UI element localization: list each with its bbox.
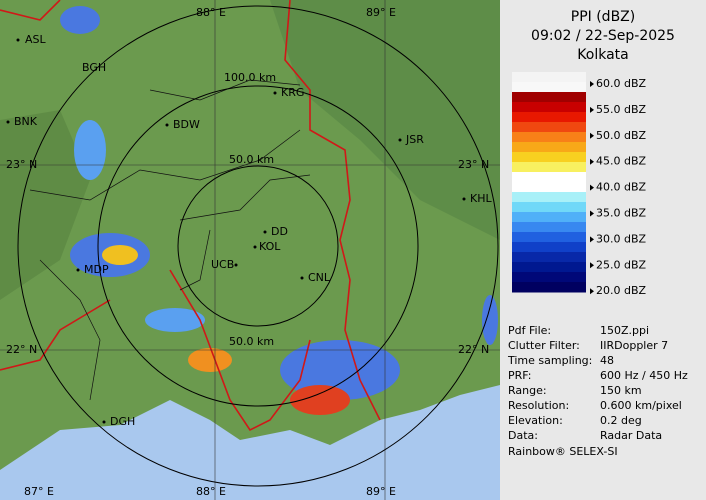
sea <box>0 385 500 500</box>
datetime: 09:02 / 22-Sep-2025 <box>531 28 675 44</box>
place-label: BDW <box>173 118 200 131</box>
legend-label: 35.0 dBZ <box>596 207 647 220</box>
color-step <box>512 142 586 153</box>
info-key: Time sampling: <box>507 354 592 367</box>
color-step <box>512 82 586 93</box>
color-step <box>512 202 586 213</box>
color-step <box>512 182 586 193</box>
info-key: Data: <box>508 429 538 442</box>
place-label: KHL <box>470 192 492 205</box>
range-rings <box>17 5 499 487</box>
place-label: JSR <box>405 133 424 146</box>
legend-pointer <box>590 262 594 269</box>
color-step <box>512 102 586 113</box>
grid-label: 88° E <box>196 6 226 19</box>
range-label: 100.0 km <box>224 71 276 84</box>
grid <box>0 0 500 500</box>
place-label: DGH <box>110 415 135 428</box>
grid-label: 22° N <box>6 343 37 356</box>
info-value: 48 <box>600 354 614 367</box>
legend-label: 40.0 dBZ <box>596 181 647 194</box>
info-value: 150Z.ppi <box>600 324 649 337</box>
info-key: Pdf File: <box>508 324 551 337</box>
legend-label: 55.0 dBZ <box>596 103 647 116</box>
info-value: 0.600 km/pixel <box>600 399 682 412</box>
legend-pointer <box>590 288 594 295</box>
info-value: IIRDoppler 7 <box>600 339 668 352</box>
district-lines <box>29 79 311 401</box>
color-step <box>512 242 586 253</box>
legend-label: 20.0 dBZ <box>596 284 647 297</box>
color-step <box>512 122 586 133</box>
color-step <box>512 72 586 83</box>
borders <box>0 0 381 432</box>
legend-pointer <box>590 158 594 165</box>
color-bar <box>512 72 586 293</box>
legend-label: 50.0 dBZ <box>596 129 647 142</box>
info-value: 600 Hz / 450 Hz <box>600 369 688 382</box>
color-step <box>512 162 586 173</box>
color-step <box>512 212 586 223</box>
place-label: UCB <box>211 258 234 271</box>
place-dots <box>6 38 466 424</box>
footer: Rainbow® SELEX-SI <box>508 445 618 458</box>
info-key: PRF: <box>508 369 531 382</box>
grid-label: 23° N <box>458 158 489 171</box>
grid-label: 87° E <box>24 485 54 498</box>
legend-pointer <box>590 236 594 243</box>
place-label: BNK <box>14 115 38 128</box>
legend-label: 25.0 dBZ <box>596 258 647 271</box>
color-step <box>512 272 586 283</box>
color-step <box>512 222 586 233</box>
color-step <box>512 282 586 293</box>
place-label: KOL <box>259 240 281 253</box>
color-step <box>512 112 586 123</box>
info-value: 0.2 deg <box>600 414 642 427</box>
terrain <box>0 110 90 300</box>
color-step <box>512 172 586 183</box>
legend-pointer <box>590 210 594 217</box>
place-label: KRG <box>281 86 304 99</box>
legend-label: 45.0 dBZ <box>596 155 647 168</box>
color-step <box>512 252 586 263</box>
color-step <box>512 152 586 163</box>
info-key: Resolution: <box>508 399 569 412</box>
range-label: 50.0 km <box>229 335 274 348</box>
color-step <box>512 92 586 103</box>
map: ASL BGH BNK BDW KRG JSR KHL MDP UCB DD K… <box>0 0 500 500</box>
legend-label: 60.0 dBZ <box>596 77 647 90</box>
grid-label: 89° E <box>366 485 396 498</box>
place-label: BGH <box>82 61 106 74</box>
place-label: DD <box>271 225 288 238</box>
info-value: 150 km <box>600 384 642 397</box>
grid-label: 89° E <box>366 6 396 19</box>
place-label: MDP <box>84 263 109 276</box>
color-step <box>512 232 586 243</box>
legend-pointer <box>590 81 594 87</box>
range-label: 50.0 km <box>229 153 274 166</box>
info-key: Elevation: <box>508 414 563 427</box>
legend-pointer <box>590 132 594 139</box>
legend-labels: 60.0 dBZ 55.0 dBZ 50.0 dBZ 45.0 dBZ 40.0 dBZ… <box>590 77 647 297</box>
info-value: Radar Data <box>600 429 662 442</box>
grid-label: 22° N <box>458 343 489 356</box>
legend-pointer <box>590 184 594 191</box>
site-name: Kolkata <box>577 47 628 63</box>
color-step <box>512 262 586 273</box>
info-table: Pdf File: 150Z.ppi Clutter Filter: IIRDoppl… <box>507 324 688 442</box>
info-key: Clutter Filter: <box>508 339 580 352</box>
grid-label: 23° N <box>6 158 37 171</box>
product-title: PPI (dBZ) <box>571 9 635 25</box>
legend-label: 30.0 dBZ <box>596 232 647 245</box>
info-key: Range: <box>508 384 547 397</box>
legend-pointer <box>590 106 594 113</box>
color-step <box>512 192 586 203</box>
color-step <box>512 132 586 143</box>
place-label: CNL <box>308 271 331 284</box>
place-label: ASL <box>25 33 47 46</box>
grid-label: 88° E <box>196 485 226 498</box>
